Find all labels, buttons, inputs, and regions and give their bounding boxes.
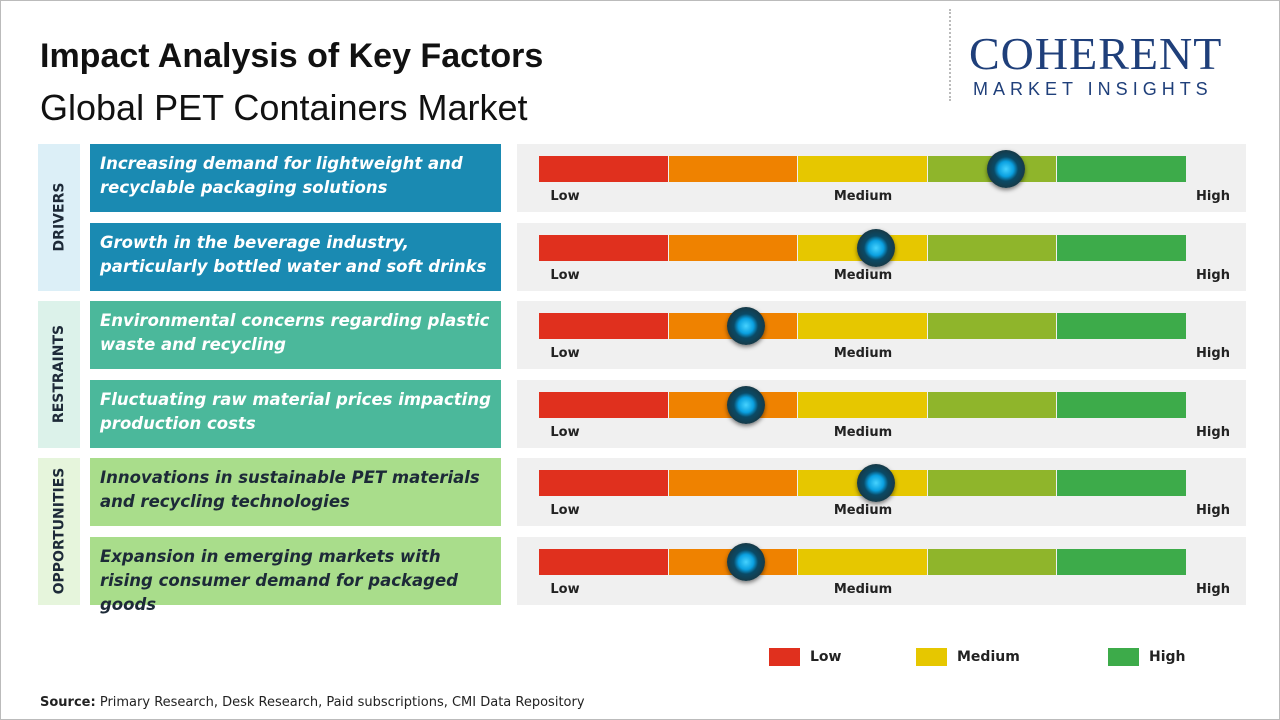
factor-box: Increasing demand for lightweight and re… — [90, 144, 501, 212]
subtitle: Global PET Containers Market — [40, 87, 528, 128]
impact-knob — [986, 150, 1025, 188]
gauge-segment — [539, 313, 668, 339]
scale-label: Medium — [833, 346, 893, 361]
gauge-segment — [1057, 234, 1186, 261]
gauge-segment — [539, 391, 668, 418]
legend-swatch — [916, 648, 947, 666]
logo-name: COHERENT — [969, 28, 1223, 79]
gauge-segment — [798, 156, 927, 182]
scale-label: Low — [550, 267, 580, 283]
impact-knob — [856, 228, 895, 267]
factor-box: Fluctuating raw material prices impactin… — [90, 379, 501, 448]
gauge-segment — [798, 548, 927, 575]
scale-label: High — [1196, 581, 1230, 597]
scale-label: High — [1196, 424, 1230, 440]
gauge-segment — [927, 470, 1057, 496]
scale-label: Low — [550, 189, 580, 204]
legend-swatch — [1108, 648, 1139, 666]
source-label: Source: — [40, 695, 96, 710]
scale-label: Medium — [833, 424, 893, 440]
scale-label: Low — [550, 424, 580, 440]
scale-label: Medium — [833, 503, 893, 518]
scale-label: High — [1196, 189, 1230, 204]
impact-knob — [727, 542, 766, 581]
gauge-segment — [668, 234, 798, 261]
gauge-segment — [798, 313, 927, 339]
gauge-segment — [1057, 156, 1186, 182]
group-label: RESTRAINTS — [38, 301, 80, 448]
group-label: DRIVERS — [38, 144, 80, 291]
scale-label: Low — [550, 581, 580, 597]
gauge-segment — [1057, 313, 1186, 339]
group-label: OPPORTUNITIES — [38, 458, 80, 605]
impact-knob — [727, 385, 766, 424]
gauge-segment — [927, 313, 1057, 339]
group-label-text: OPPORTUNITIES — [51, 467, 68, 595]
gauge-segment — [1057, 391, 1186, 418]
gauge-segment — [539, 548, 668, 575]
gauge-segment — [1057, 548, 1186, 575]
divider — [949, 9, 951, 101]
gauge-segment — [539, 156, 668, 182]
gauge-segment — [539, 470, 668, 496]
impact-knob — [727, 307, 766, 345]
factor-box: Expansion in emerging markets with risin… — [90, 536, 501, 614]
gauge-segment — [798, 391, 927, 418]
legend-swatch — [769, 648, 800, 666]
source-text: Primary Research, Desk Research, Paid su… — [99, 695, 585, 710]
legend-label: Medium — [957, 649, 1020, 665]
impact-knob — [856, 464, 895, 502]
gauge-segment — [927, 548, 1057, 575]
gauge-segment — [1057, 470, 1186, 496]
factor-box: Environmental concerns regarding plastic… — [90, 301, 501, 369]
gauge-segment — [668, 470, 798, 496]
group-label-text: RESTRAINTS — [51, 325, 67, 424]
scale-label: Low — [550, 503, 580, 518]
factor-box: Innovations in sustainable PET materials… — [90, 458, 501, 526]
source: Source: Primary Research, Desk Research,… — [40, 695, 585, 710]
factor-box: Growth in the beverage industry, particu… — [90, 222, 501, 291]
group-label-text: DRIVERS — [51, 182, 67, 252]
scale-label: Medium — [833, 267, 893, 283]
scale-label: High — [1196, 503, 1230, 518]
scale-label: Low — [550, 346, 580, 361]
title: Impact Analysis of Key Factors — [40, 37, 544, 75]
gauge-segment — [539, 234, 668, 261]
scale-label: Medium — [833, 189, 893, 204]
legend-label: High — [1149, 649, 1186, 665]
gauge-segment — [927, 391, 1057, 418]
gauge-segment — [668, 156, 798, 182]
legend-label: Low — [810, 649, 842, 665]
scale-label: High — [1196, 267, 1230, 283]
logo-tagline: MARKET INSIGHTS — [973, 79, 1213, 99]
scale-label: High — [1196, 346, 1230, 361]
gauge-segment — [927, 234, 1057, 261]
scale-label: Medium — [833, 581, 893, 597]
